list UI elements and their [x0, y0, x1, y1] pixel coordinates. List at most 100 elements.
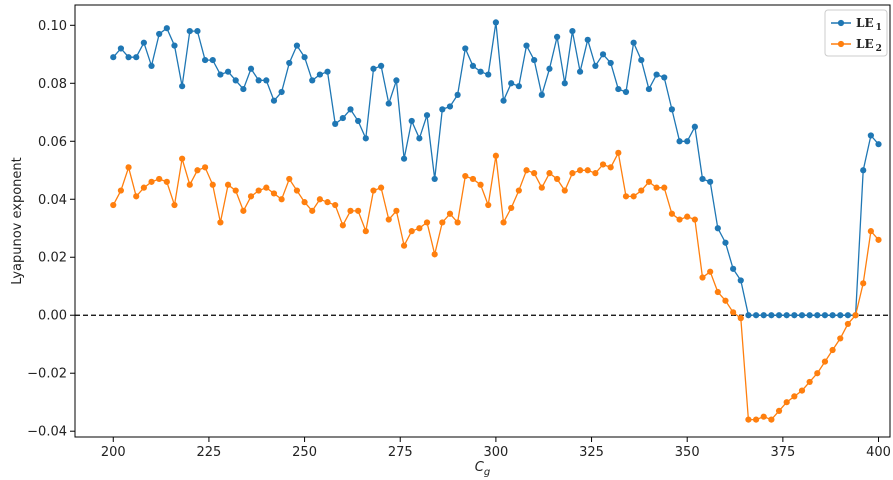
series-1-point: [707, 178, 714, 185]
series-1-point: [745, 312, 752, 319]
series-2-point: [852, 312, 859, 319]
legend-entry-1: LE 1: [831, 16, 882, 33]
series-1-point: [607, 59, 614, 67]
series-1-point: [408, 117, 415, 125]
series-2-point: [615, 149, 622, 156]
series-2-point: [492, 152, 499, 159]
series-1-point: [332, 120, 339, 127]
series-2-point: [676, 216, 683, 223]
series-1-point: [615, 85, 622, 93]
y-axis-label: Lyapunov exponent: [10, 157, 25, 284]
x-tick-label: 375: [770, 445, 795, 460]
series-2-point: [638, 187, 645, 194]
series-2-point: [569, 170, 576, 177]
series-1-point: [860, 167, 867, 174]
series-2-point: [171, 201, 178, 209]
series-1-point: [576, 68, 584, 75]
y-tick-label: 0.00: [38, 309, 67, 324]
series-2-point: [714, 288, 721, 296]
series-1-point: [684, 138, 691, 145]
series-1-point: [110, 54, 117, 61]
series-1-point: [416, 135, 423, 142]
series-1-point: [485, 71, 492, 78]
series-1-point: [385, 100, 392, 107]
series-2-point: [355, 207, 362, 214]
series-2-point: [163, 178, 170, 185]
series-1-point: [844, 312, 852, 319]
series-1-point: [592, 62, 599, 69]
series-2-point: [194, 167, 201, 174]
x-tick-label: 400: [866, 445, 891, 460]
series-1-point: [186, 27, 193, 35]
series-2-point: [798, 387, 806, 394]
series-2-point: [347, 207, 354, 214]
series-2-point: [508, 204, 515, 212]
series-1-point: [148, 62, 155, 69]
series-2-point: [576, 167, 584, 174]
series-2-point: [186, 181, 193, 188]
series-2-point: [653, 184, 660, 191]
series-1-point: [263, 77, 270, 84]
legend: LE 1LE 2: [824, 9, 888, 57]
series-2-point: [309, 207, 316, 214]
series-2-point: [875, 236, 882, 243]
series-1-point: [324, 68, 331, 75]
series-1-point: [247, 65, 255, 72]
series-1-point: [653, 71, 660, 78]
series-2-point: [439, 219, 446, 226]
series-2-point: [110, 201, 117, 209]
series-2-point: [263, 184, 270, 191]
series-2-point: [117, 187, 125, 194]
series-1-point: [462, 45, 469, 52]
series-2-point: [722, 297, 729, 304]
series-2-point: [531, 170, 538, 177]
series-1-point: [393, 77, 400, 84]
series-2-point: [385, 216, 392, 223]
series-2-point: [232, 187, 239, 194]
series-2-point: [293, 187, 301, 194]
series-1: [110, 19, 882, 319]
series-2-point: [730, 309, 737, 316]
series-1-point: [224, 68, 232, 75]
series-1-point: [875, 141, 882, 148]
series-1-point: [798, 312, 806, 319]
series-2-point: [255, 187, 262, 194]
series-2: [110, 149, 882, 423]
series-1-point: [645, 85, 653, 93]
series-2-point: [201, 164, 209, 171]
series-2-point: [538, 184, 545, 191]
series-2-point: [860, 280, 867, 287]
series-1-point: [125, 54, 132, 61]
series-2-point: [286, 175, 293, 183]
series-2-point: [523, 167, 530, 174]
series-1-point: [163, 25, 170, 32]
series-1-point: [355, 117, 362, 125]
series-1-point: [140, 39, 147, 46]
series-2-point: [270, 190, 278, 197]
series-2-point: [607, 164, 614, 171]
series-2-point: [400, 242, 408, 249]
series-2-point: [768, 416, 775, 423]
series-1-point: [469, 62, 477, 69]
series-1-point: [270, 97, 278, 104]
series-1-point: [806, 312, 813, 319]
series-2-point: [247, 193, 255, 200]
legend-label-main: LE: [856, 16, 874, 30]
x-tick-label: 225: [197, 445, 222, 460]
series-1-point: [255, 77, 262, 84]
series-1-point: [339, 114, 346, 122]
series-1-point: [201, 56, 209, 64]
series-2-point: [867, 228, 874, 235]
series-1-point: [117, 45, 125, 52]
series-1-point: [638, 56, 645, 64]
y-tick-label: 0.04: [38, 193, 67, 208]
series-1-point: [676, 138, 683, 145]
series-1-point: [477, 68, 484, 75]
series-1-point: [179, 83, 186, 90]
series-1-point: [431, 175, 438, 183]
series-1-point: [622, 88, 630, 96]
y-tick-label: 0.02: [38, 251, 67, 266]
series-1-point: [209, 56, 216, 64]
series-2-point: [844, 320, 852, 328]
